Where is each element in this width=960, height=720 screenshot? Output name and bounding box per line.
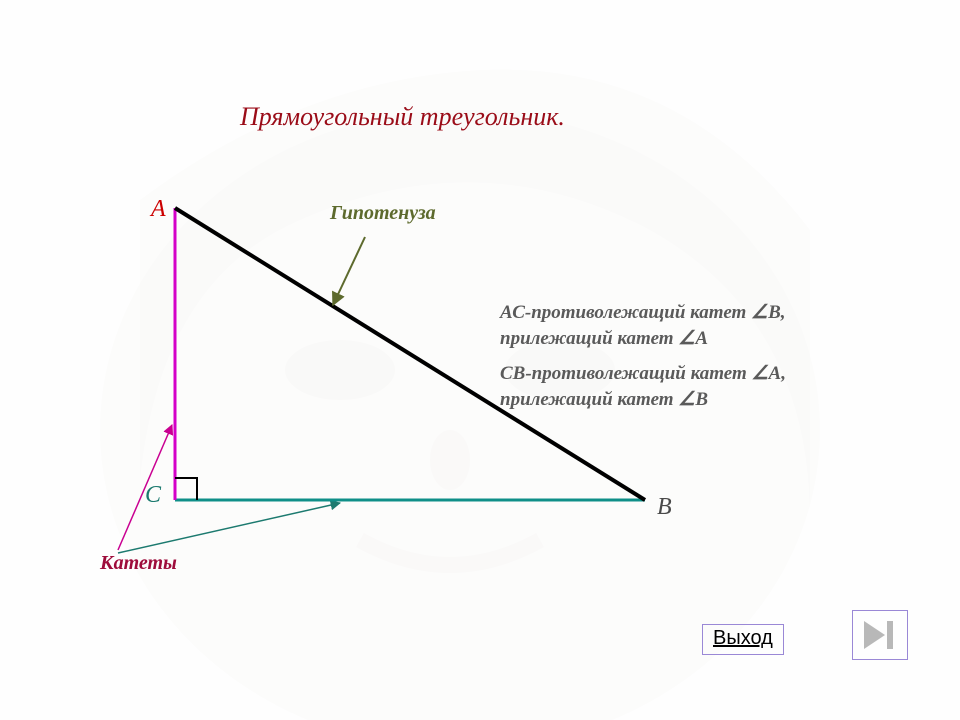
explain-line-2a: СВ-противолежащий катет ∠А,: [500, 361, 786, 387]
explain-line-1a: АС-противолежащий катет ∠В,: [500, 300, 786, 326]
explanation-text: АС-противолежащий катет ∠В, прилежащий к…: [500, 300, 786, 413]
vertex-label-A: A: [151, 196, 166, 223]
play-forward-icon: [861, 618, 899, 652]
catheti-label: Катеты: [100, 552, 177, 575]
explain-spacer: [500, 351, 786, 361]
slide-stage: Прямоугольный треугольник. A B C Гипотен…: [0, 0, 960, 720]
explain-line-2b: прилежащий катет ∠В: [500, 387, 786, 413]
next-button[interactable]: [852, 610, 908, 660]
hypotenuse-label: Гипотенуза: [330, 202, 436, 225]
slide-title: Прямоугольный треугольник.: [240, 102, 565, 132]
vertex-label-C: C: [145, 482, 161, 509]
vertex-label-B: B: [657, 494, 672, 521]
catheti-arrow-to-CB: [118, 503, 340, 553]
hypotenuse-arrow: [333, 237, 365, 305]
right-angle-marker: [175, 478, 197, 500]
explain-line-1b: прилежащий катет ∠А: [500, 326, 786, 352]
exit-button[interactable]: Выход: [702, 624, 784, 655]
